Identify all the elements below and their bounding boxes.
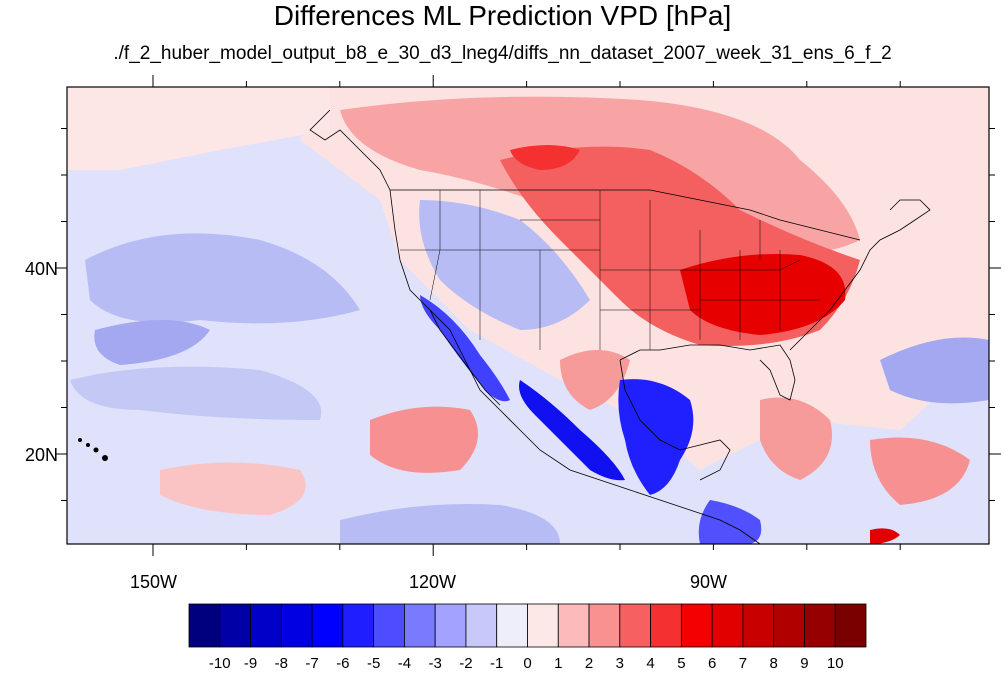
colorbar-label: 10 [826,655,844,672]
colorbar-label: 0 [523,655,532,672]
field-blue-pacific-2 [94,320,210,365]
coastline-west [389,189,761,544]
colorbar-label: -7 [305,655,319,672]
colorbar-swatch [342,603,375,648]
field-blue-atlantic [880,337,989,404]
border-us-canada [390,189,861,241]
colorbar-swatch [834,603,867,648]
field-blue-central-america [698,500,762,544]
colorbar-swatch [711,603,744,648]
colorbar-swatch [619,603,651,648]
plot-title: Differences ML Prediction VPD [hPa] [273,0,732,31]
colorbar-label: -4 [397,655,412,672]
coastline-canada [309,109,391,191]
field-blue-sierra [519,380,625,481]
field-red-mexico [560,350,630,410]
colorbar [188,603,867,648]
colorbar-swatch [588,603,621,648]
colorbar-label: 2 [584,655,594,672]
field-blue-baja [420,295,510,402]
field-blue-mountain [419,200,590,330]
colorbar-swatch [311,603,344,648]
field-red-panama [870,528,900,544]
lon-label-150w: 150W [130,572,178,592]
coastline-baja [429,309,501,406]
hawaii-island [86,443,90,447]
borders-east [700,220,820,340]
colorbar-label: 6 [707,655,717,672]
colorbar-swatch [680,603,713,648]
colorbar-label: -10 [208,655,231,672]
colorbar-swatch [280,603,313,648]
plot-subtitle: ./f_2_huber_model_output_b8_e_30_d3_lneg… [113,43,892,64]
colorbar-label: -9 [243,655,258,672]
map-field [67,87,989,544]
colorbar-label: 8 [769,655,778,672]
colorbar-swatch [188,603,221,648]
colorbar-swatch [373,603,405,648]
hawaii-island [78,438,82,442]
borders-central [600,200,701,350]
lon-label-120w: 120W [409,572,457,592]
axis-ticks [55,75,1001,556]
colorbar-label: -5 [366,655,381,672]
field-blue-south [340,504,560,544]
colorbar-label: 3 [615,655,624,672]
colorbar-label: -2 [459,655,473,672]
field-red-pacific [370,406,478,473]
colorbar-label: -3 [428,655,442,672]
field-blue-pacific-1 [85,233,360,324]
state-borders [400,190,820,350]
lat-label-20n: 20N [25,445,59,465]
coastlines [309,109,931,544]
difference-field [67,87,989,544]
colorbar-swatch [465,603,498,648]
plot-frame [66,86,990,545]
colorbar-swatch [804,603,836,648]
colorbar-swatch [219,603,251,648]
coastline-gulf [619,344,796,401]
colorbar-swatch [250,603,282,648]
field-pale-red-west [67,87,330,170]
colorbar-label: 7 [738,655,748,672]
colorbar-swatch [650,603,682,648]
colorbar-label: 1 [554,655,563,672]
hawaii-islands [78,438,108,461]
colorbar-swatch [742,603,775,648]
colorbar-label: -8 [274,655,288,672]
colorbar-swatch [527,603,559,648]
field-red-southeast [870,437,970,505]
colorbar-label: 5 [677,655,686,672]
colorbar-swatch [773,603,805,648]
colorbar-swatch [557,603,590,648]
field-red-north-core [510,145,580,170]
field-blue-gulf [618,379,694,495]
field-red-core [680,254,846,335]
colorbar-swatch [404,603,436,648]
hawaii-island [93,447,99,453]
hawaii-island [102,455,108,461]
lon-label-90w: 90W [690,572,728,592]
coastline-east [789,199,931,351]
colorbar-swatch [434,603,467,648]
field-red-caribbean [760,397,832,480]
coastline-mexico-gulf [619,359,731,481]
lat-label-40n: 40N [25,259,59,279]
field-red-east-pacific [160,462,306,515]
field-blue-pacific-3 [70,366,322,420]
colorbar-label: -1 [490,655,504,672]
colorbar-label: 9 [800,655,809,672]
colorbar-swatch [496,603,528,648]
colorbar-label: -6 [336,655,350,672]
colorbar-label: 4 [646,655,655,672]
